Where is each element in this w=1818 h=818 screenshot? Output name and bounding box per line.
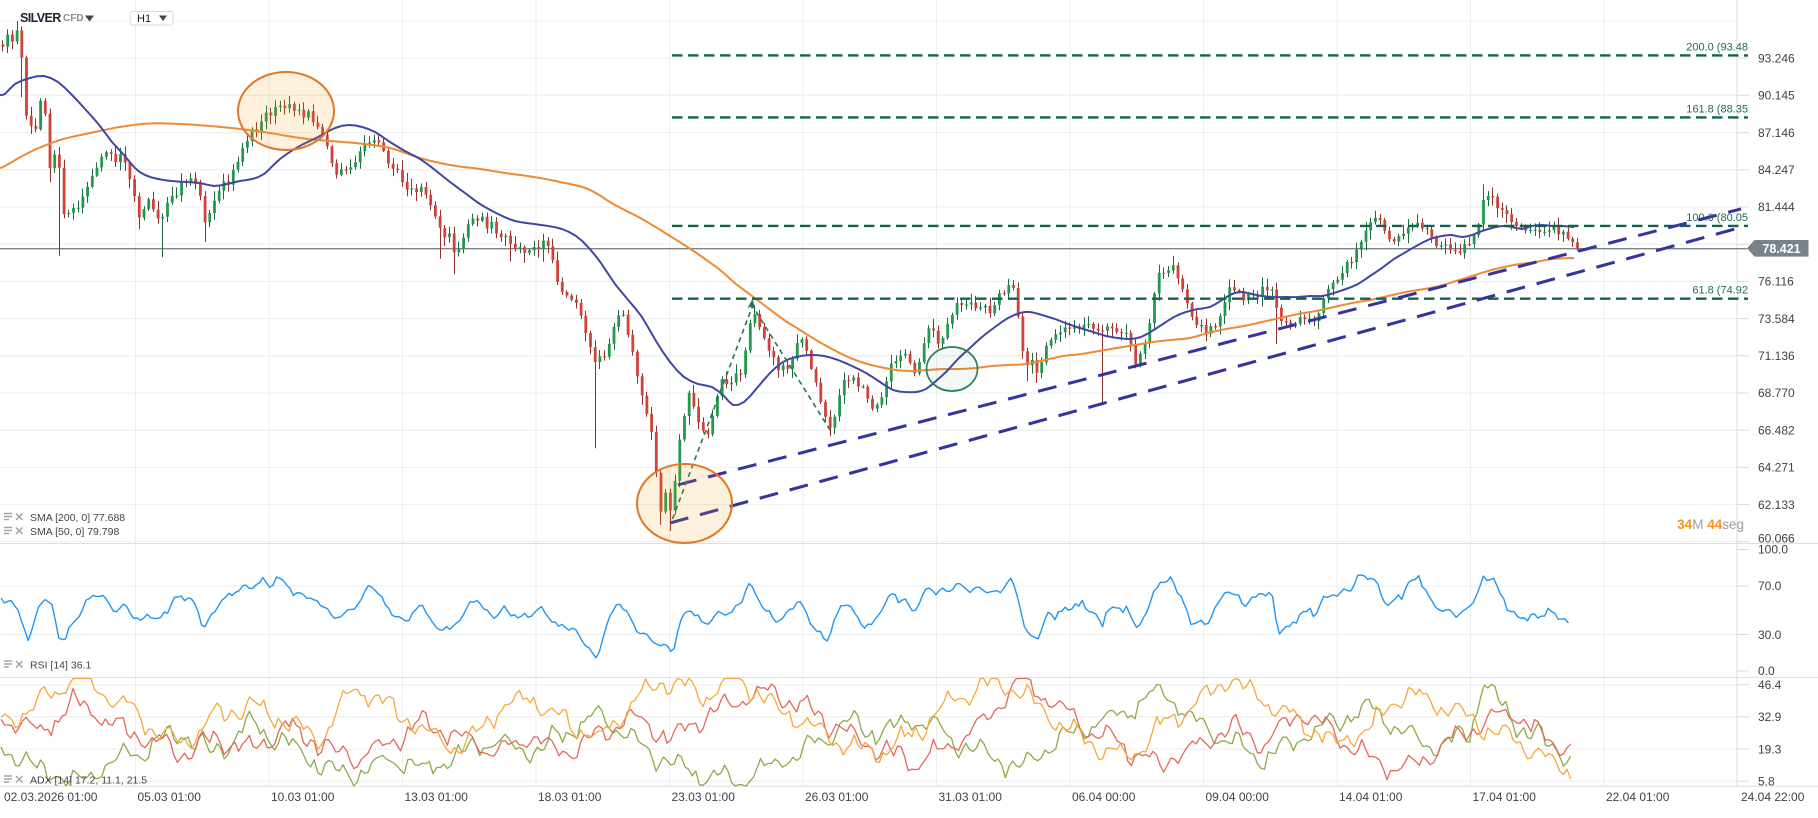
- svg-text:02.03.2026 01:00: 02.03.2026 01:00: [4, 790, 98, 804]
- svg-text:76.116: 76.116: [1758, 275, 1794, 289]
- svg-text:60.066: 60.066: [1758, 531, 1795, 545]
- svg-text:93.246: 93.246: [1758, 51, 1795, 65]
- svg-text:05.03 01:00: 05.03 01:00: [138, 790, 202, 804]
- svg-text:17.04 01:00: 17.04 01:00: [1473, 790, 1537, 804]
- svg-text:H1: H1: [137, 13, 151, 25]
- svg-text:26.03 01:00: 26.03 01:00: [805, 790, 869, 804]
- svg-text:30.0: 30.0: [1758, 628, 1782, 642]
- svg-text:32.9: 32.9: [1758, 710, 1782, 724]
- svg-text:SMA [50, 0] 79.798: SMA [50, 0] 79.798: [30, 526, 119, 538]
- svg-text:61.8 (74.92: 61.8 (74.92: [1692, 285, 1748, 297]
- svg-text:100.0 (80.05: 100.0 (80.05: [1686, 212, 1748, 224]
- svg-text:200.0 (93.48: 200.0 (93.48: [1686, 41, 1748, 53]
- svg-text:19.3: 19.3: [1758, 742, 1782, 756]
- svg-text:SILVER: SILVER: [20, 11, 61, 25]
- svg-text:06.04 00:00: 06.04 00:00: [1072, 790, 1136, 804]
- svg-text:62.133: 62.133: [1758, 498, 1795, 512]
- svg-text:78.421: 78.421: [1762, 242, 1800, 256]
- svg-text:22.04 01:00: 22.04 01:00: [1606, 790, 1670, 804]
- svg-text:73.584: 73.584: [1758, 312, 1795, 326]
- svg-text:71.136: 71.136: [1758, 349, 1795, 363]
- svg-text:87.146: 87.146: [1758, 126, 1795, 140]
- svg-text:ADX [14] 17.2, 11.1, 21.5: ADX [14] 17.2, 11.1, 21.5: [30, 774, 147, 786]
- svg-text:161.8 (88.35: 161.8 (88.35: [1686, 103, 1748, 115]
- svg-text:13.03 01:00: 13.03 01:00: [405, 790, 469, 804]
- svg-text:CFD ·: CFD ·: [63, 13, 90, 24]
- svg-text:18.03 01:00: 18.03 01:00: [538, 790, 602, 804]
- svg-text:84.247: 84.247: [1758, 163, 1795, 177]
- svg-text:46.4: 46.4: [1758, 678, 1782, 692]
- svg-text:RSI [14] 36.1: RSI [14] 36.1: [30, 659, 91, 671]
- svg-text:34M 44seg: 34M 44seg: [1677, 517, 1744, 532]
- svg-text:64.271: 64.271: [1758, 461, 1795, 475]
- svg-text:81.444: 81.444: [1758, 200, 1795, 214]
- svg-text:5.8: 5.8: [1758, 774, 1775, 788]
- svg-text:24.04 22:00: 24.04 22:00: [1741, 790, 1805, 804]
- svg-text:100.0: 100.0: [1758, 543, 1788, 557]
- svg-text:31.03 01:00: 31.03 01:00: [939, 790, 1003, 804]
- svg-text:09.04 00:00: 09.04 00:00: [1206, 790, 1270, 804]
- svg-text:70.0: 70.0: [1758, 579, 1782, 593]
- svg-text:90.145: 90.145: [1758, 89, 1795, 103]
- svg-text:0.0: 0.0: [1758, 664, 1775, 678]
- svg-text:10.03 01:00: 10.03 01:00: [271, 790, 335, 804]
- svg-text:14.04 01:00: 14.04 01:00: [1339, 790, 1403, 804]
- svg-text:68.770: 68.770: [1758, 386, 1795, 400]
- svg-text:SMA [200, 0] 77.688: SMA [200, 0] 77.688: [30, 512, 125, 524]
- svg-text:66.482: 66.482: [1758, 423, 1795, 437]
- svg-text:23.03 01:00: 23.03 01:00: [672, 790, 736, 804]
